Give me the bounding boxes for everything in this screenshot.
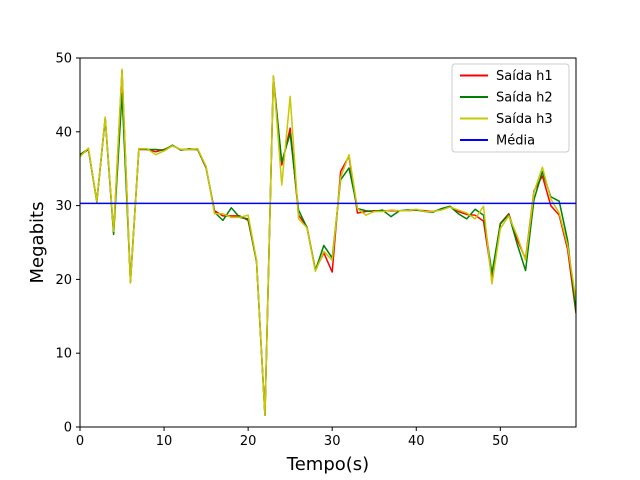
legend-label-1: Saída h1: [496, 69, 553, 84]
y-tick-label: 50: [55, 52, 72, 67]
x-tick-label: 20: [240, 434, 257, 449]
x-tick-label: 10: [156, 434, 173, 449]
y-tick-label: 10: [55, 347, 72, 362]
x-axis-title: Tempo(s): [286, 454, 369, 475]
series-line-3: [80, 68, 576, 416]
legend-label-3: Saída h3: [496, 112, 553, 127]
x-tick-label: 0: [76, 434, 84, 449]
y-tick-label: 30: [55, 199, 72, 214]
y-tick-label: 20: [55, 273, 72, 288]
y-tick-label: 0: [64, 421, 72, 436]
series-line-2: [80, 77, 576, 416]
series-layer: [80, 68, 576, 416]
x-tick-label: 30: [324, 434, 341, 449]
y-tick-label: 40: [55, 125, 72, 140]
legend: Saída h1 Saída h2 Saída h3 Média: [451, 63, 570, 153]
y-axis-title: Megabits: [27, 202, 48, 284]
legend-label-4: Média: [496, 134, 535, 149]
x-axis: 0 10 20 30 40 50: [76, 427, 509, 449]
plot-frame: [79, 57, 577, 428]
x-tick-label: 40: [408, 434, 425, 449]
legend-box: [451, 63, 570, 153]
y-axis: 0 10 20 30 40 50: [55, 52, 80, 436]
legend-label-2: Saída h2: [496, 91, 553, 106]
x-tick-label: 50: [492, 434, 509, 449]
